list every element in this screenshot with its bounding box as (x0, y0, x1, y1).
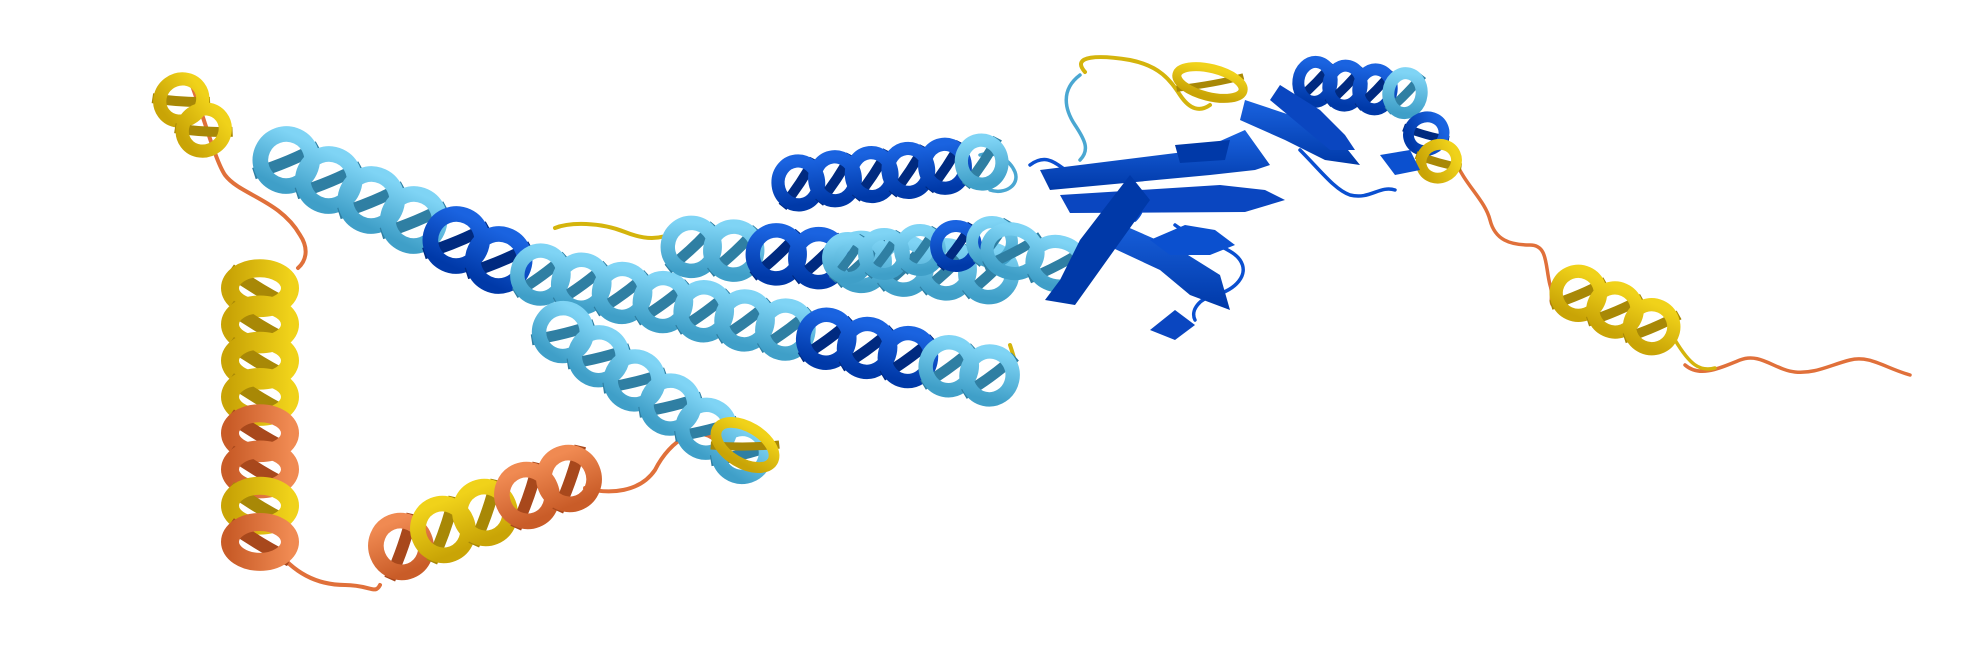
helix-turn (959, 344, 1020, 407)
beta-strand-7 (1270, 85, 1355, 150)
loop-yellow-mid-start (553, 221, 677, 240)
beta-strand-10 (1150, 310, 1195, 340)
helix-turn (536, 444, 602, 513)
loop-orange-right-end (1683, 356, 1912, 377)
helix-turn (175, 102, 232, 158)
helix-turn (221, 512, 299, 571)
beta-strand-9 (1175, 140, 1230, 163)
beta-sheets (1040, 85, 1420, 340)
beta-strand-2 (1060, 185, 1285, 213)
loop-orange-right-tail (1453, 158, 1562, 310)
beta-strand-1 (1040, 130, 1270, 190)
loop-yellow-right-end (1673, 338, 1717, 371)
beta-strand-5 (1150, 225, 1235, 255)
loop-yellow-top (1079, 55, 1212, 111)
helix-turn (1415, 138, 1462, 184)
helix-turn (1622, 298, 1681, 356)
helix-group (151, 55, 1682, 582)
loop-blue-right-domain (1298, 148, 1397, 198)
loop-orange-bottom-left (273, 546, 382, 592)
helix-turn (1172, 62, 1248, 103)
beta-strand-4 (1045, 175, 1150, 305)
beta-strand-8 (1380, 150, 1420, 175)
helix-turn (1382, 67, 1428, 120)
helix-turn (954, 133, 1009, 191)
helix-turn (710, 417, 780, 473)
loop-cyan-top (1064, 73, 1088, 162)
